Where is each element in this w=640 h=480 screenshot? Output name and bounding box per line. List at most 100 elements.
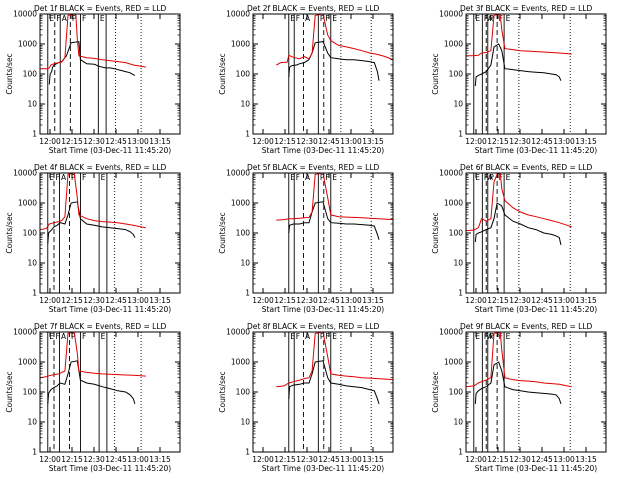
marker-letter: A — [488, 173, 494, 182]
y-tick-label: 1000 — [444, 358, 463, 367]
x-axis-label: Start Time (03-Dec-11 11:45:20) — [262, 305, 384, 314]
x-tick-label: 12:30 — [296, 137, 318, 146]
marker-letter: E — [506, 173, 511, 182]
x-tick-label: 12:15 — [61, 296, 83, 305]
y-axis-label: Counts/sec — [431, 212, 440, 253]
x-tick-label: 13:00 — [553, 296, 575, 305]
y-tick-label: 10 — [240, 418, 250, 427]
x-tick-label: 12:15 — [61, 137, 83, 146]
x-tick-label: 12:00 — [39, 455, 61, 464]
y-tick-label: 1000 — [18, 358, 37, 367]
x-tick-label: 12:15 — [274, 296, 296, 305]
x-tick-label: 12:45 — [318, 455, 340, 464]
x-tick-label: 12:00 — [465, 137, 487, 146]
x-tick-label: 13:00 — [340, 296, 362, 305]
marker-letter: P — [320, 173, 325, 182]
marker-letter: E — [332, 332, 337, 341]
y-tick-label: 100 — [236, 70, 251, 79]
y-axis-label: Counts/sec — [5, 371, 14, 412]
y-tick-label: 100 — [236, 388, 251, 397]
marker-letter: F — [325, 14, 329, 23]
series-events — [48, 41, 136, 85]
marker-letter: F — [56, 173, 60, 182]
x-tick-label: 12:30 — [83, 137, 105, 146]
marker-lines — [473, 332, 571, 452]
marker-letter: P — [320, 14, 325, 23]
panel-title: Det 4f BLACK = Events, RED = LLD — [34, 163, 167, 172]
x-tick-label: 12:45 — [318, 137, 340, 146]
marker-letter: E — [49, 14, 54, 23]
x-axis-label: Start Time (03-Dec-11 11:45:20) — [262, 464, 384, 473]
marker-letter: P — [71, 332, 76, 341]
marker-letter: E — [49, 173, 54, 182]
marker-lines — [47, 332, 142, 452]
marker-letter: F — [325, 173, 329, 182]
x-tick-label: 12:45 — [531, 137, 553, 146]
x-tick-label: 12:30 — [509, 137, 531, 146]
marker-letter: E — [475, 14, 480, 23]
y-tick-label: 1 — [458, 448, 463, 457]
panel-title: Det 8f BLACK = Events, RED = LLD — [247, 322, 380, 331]
y-axis-label: Counts/sec — [5, 53, 14, 94]
series-lld — [276, 173, 393, 221]
x-tick-label: 13:00 — [553, 137, 575, 146]
y-tick-label: 100 — [23, 388, 38, 397]
series-lld — [276, 14, 393, 66]
panel-title: Det 2f BLACK = Events, RED = LLD — [247, 4, 380, 13]
series-lld — [40, 173, 146, 231]
x-axis-label: Start Time (03-Dec-11 11:45:20) — [475, 146, 597, 155]
x-tick-label: 12:15 — [487, 455, 509, 464]
marker-letter: F — [56, 14, 60, 23]
y-tick-label: 10 — [453, 259, 463, 268]
x-tick-label: 12:30 — [83, 455, 105, 464]
y-tick-label: 1000 — [444, 199, 463, 208]
series-events — [474, 361, 562, 405]
y-tick-label: 10000 — [13, 169, 37, 178]
x-tick-label: 13:15 — [362, 455, 384, 464]
marker-letter: E — [290, 332, 295, 341]
x-tick-label: 12:00 — [465, 296, 487, 305]
series-lld — [40, 14, 146, 70]
series-events — [474, 202, 562, 246]
y-axis-label: Counts/sec — [431, 53, 440, 94]
x-tick-label: 13:15 — [362, 296, 384, 305]
marker-lines — [473, 173, 571, 293]
panel-title: Det 6f BLACK = Events, RED = LLD — [460, 163, 593, 172]
y-tick-label: 10000 — [226, 328, 250, 337]
series-events — [288, 360, 380, 405]
marker-letter: F — [296, 332, 300, 341]
plot-frame — [252, 13, 394, 135]
x-tick-label: 12:15 — [274, 137, 296, 146]
marker-letter: P — [489, 173, 494, 182]
x-axis-label: Start Time (03-Dec-11 11:45:20) — [262, 146, 384, 155]
x-tick-label: 12:45 — [105, 296, 127, 305]
marker-letter: F — [484, 173, 488, 182]
plot-frame — [39, 331, 181, 453]
marker-lines — [47, 173, 142, 293]
y-tick-label: 10000 — [226, 169, 250, 178]
y-tick-label: 100 — [23, 70, 38, 79]
y-axis-label: Counts/sec — [431, 371, 440, 412]
y-tick-label: 10000 — [439, 169, 463, 178]
x-tick-label: 12:15 — [274, 455, 296, 464]
x-tick-label: 12:00 — [465, 455, 487, 464]
marker-letter: F — [484, 332, 488, 341]
y-tick-label: 1 — [32, 130, 37, 139]
marker-letter: E — [49, 332, 54, 341]
x-tick-label: 12:30 — [296, 455, 318, 464]
x-tick-label: 13:15 — [575, 455, 597, 464]
x-tick-label: 12:15 — [487, 296, 509, 305]
marker-letter: A — [61, 332, 67, 341]
y-axis-label: Counts/sec — [218, 212, 227, 253]
x-tick-label: 13:15 — [149, 296, 171, 305]
plot-frame — [252, 331, 394, 453]
x-tick-label: 13:15 — [575, 296, 597, 305]
x-tick-label: 13:00 — [553, 455, 575, 464]
y-tick-label: 10000 — [13, 328, 37, 337]
y-tick-label: 1000 — [18, 199, 37, 208]
y-axis-label: Counts/sec — [5, 212, 14, 253]
x-axis-label: Start Time (03-Dec-11 11:45:20) — [49, 305, 171, 314]
